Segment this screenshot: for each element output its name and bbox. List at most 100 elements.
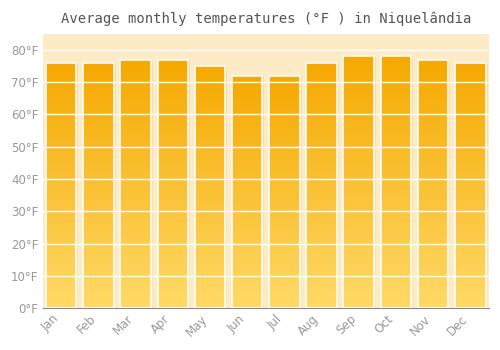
Bar (158, 248, 188, 253)
Bar (306, 269, 337, 274)
Bar (46, 151, 76, 156)
Bar (344, 293, 374, 298)
Bar (158, 159, 188, 164)
Bar (344, 152, 374, 157)
Bar (46, 146, 76, 151)
Bar (194, 240, 225, 245)
Bar (120, 89, 151, 94)
Bar (418, 288, 448, 293)
Bar (455, 171, 486, 176)
Bar (120, 273, 151, 279)
Bar (46, 225, 76, 230)
Bar (344, 193, 374, 197)
Bar (344, 102, 374, 107)
Bar (194, 134, 225, 139)
Bar (344, 92, 374, 97)
Bar (83, 146, 114, 151)
Bar (455, 205, 486, 210)
Bar (306, 88, 337, 92)
Bar (232, 155, 262, 160)
Bar (380, 122, 411, 127)
Bar (306, 230, 337, 235)
Bar (380, 268, 411, 273)
Bar (120, 229, 151, 234)
Bar (269, 206, 300, 211)
Bar (306, 156, 337, 161)
Bar (46, 181, 76, 186)
Bar (418, 253, 448, 259)
Bar (232, 220, 262, 225)
Bar (455, 92, 486, 97)
Bar (46, 88, 76, 92)
Bar (158, 239, 188, 244)
Bar (46, 63, 76, 68)
Bar (269, 76, 300, 80)
Bar (46, 166, 76, 171)
Bar (418, 214, 448, 219)
Bar (194, 144, 225, 148)
Bar (455, 161, 486, 166)
Bar (380, 77, 411, 82)
Bar (83, 230, 114, 235)
Bar (344, 127, 374, 132)
Bar (232, 127, 262, 132)
Bar (418, 114, 448, 119)
Bar (158, 234, 188, 239)
Bar (269, 127, 300, 132)
Bar (83, 303, 114, 308)
Bar (380, 137, 411, 142)
Bar (158, 139, 188, 144)
Bar (120, 179, 151, 184)
Bar (269, 276, 300, 280)
Bar (269, 229, 300, 234)
Bar (83, 171, 114, 176)
Bar (418, 139, 448, 144)
Bar (344, 137, 374, 142)
Bar (158, 119, 188, 124)
Bar (418, 134, 448, 139)
Bar (455, 77, 486, 83)
Bar (194, 124, 225, 129)
Bar (158, 303, 188, 308)
Bar (158, 199, 188, 204)
Bar (194, 158, 225, 163)
Bar (120, 70, 151, 75)
Bar (418, 159, 448, 164)
Bar (158, 89, 188, 94)
Bar (83, 72, 114, 77)
Bar (194, 114, 225, 119)
Bar (418, 204, 448, 209)
Bar (120, 64, 151, 70)
Bar (120, 244, 151, 248)
Bar (158, 144, 188, 149)
Bar (380, 112, 411, 117)
Bar (418, 119, 448, 124)
Bar (232, 122, 262, 127)
Bar (158, 84, 188, 89)
Bar (344, 117, 374, 122)
Bar (120, 60, 151, 64)
Bar (269, 285, 300, 290)
Bar (232, 234, 262, 238)
Bar (120, 134, 151, 139)
Bar (194, 289, 225, 294)
Bar (46, 249, 76, 254)
Bar (344, 122, 374, 127)
Bar (380, 187, 411, 192)
Bar (344, 187, 374, 192)
Bar (46, 77, 76, 83)
Bar (380, 172, 411, 177)
Bar (158, 99, 188, 104)
Bar (158, 129, 188, 134)
Bar (83, 88, 114, 92)
Bar (269, 80, 300, 85)
Bar (306, 151, 337, 156)
Bar (46, 63, 76, 308)
Title: Average monthly temperatures (°F ) in Niquelândia: Average monthly temperatures (°F ) in Ni… (60, 11, 471, 26)
Bar (46, 117, 76, 122)
Bar (455, 72, 486, 77)
Bar (158, 189, 188, 194)
Bar (269, 118, 300, 122)
Bar (344, 107, 374, 112)
Bar (232, 108, 262, 113)
